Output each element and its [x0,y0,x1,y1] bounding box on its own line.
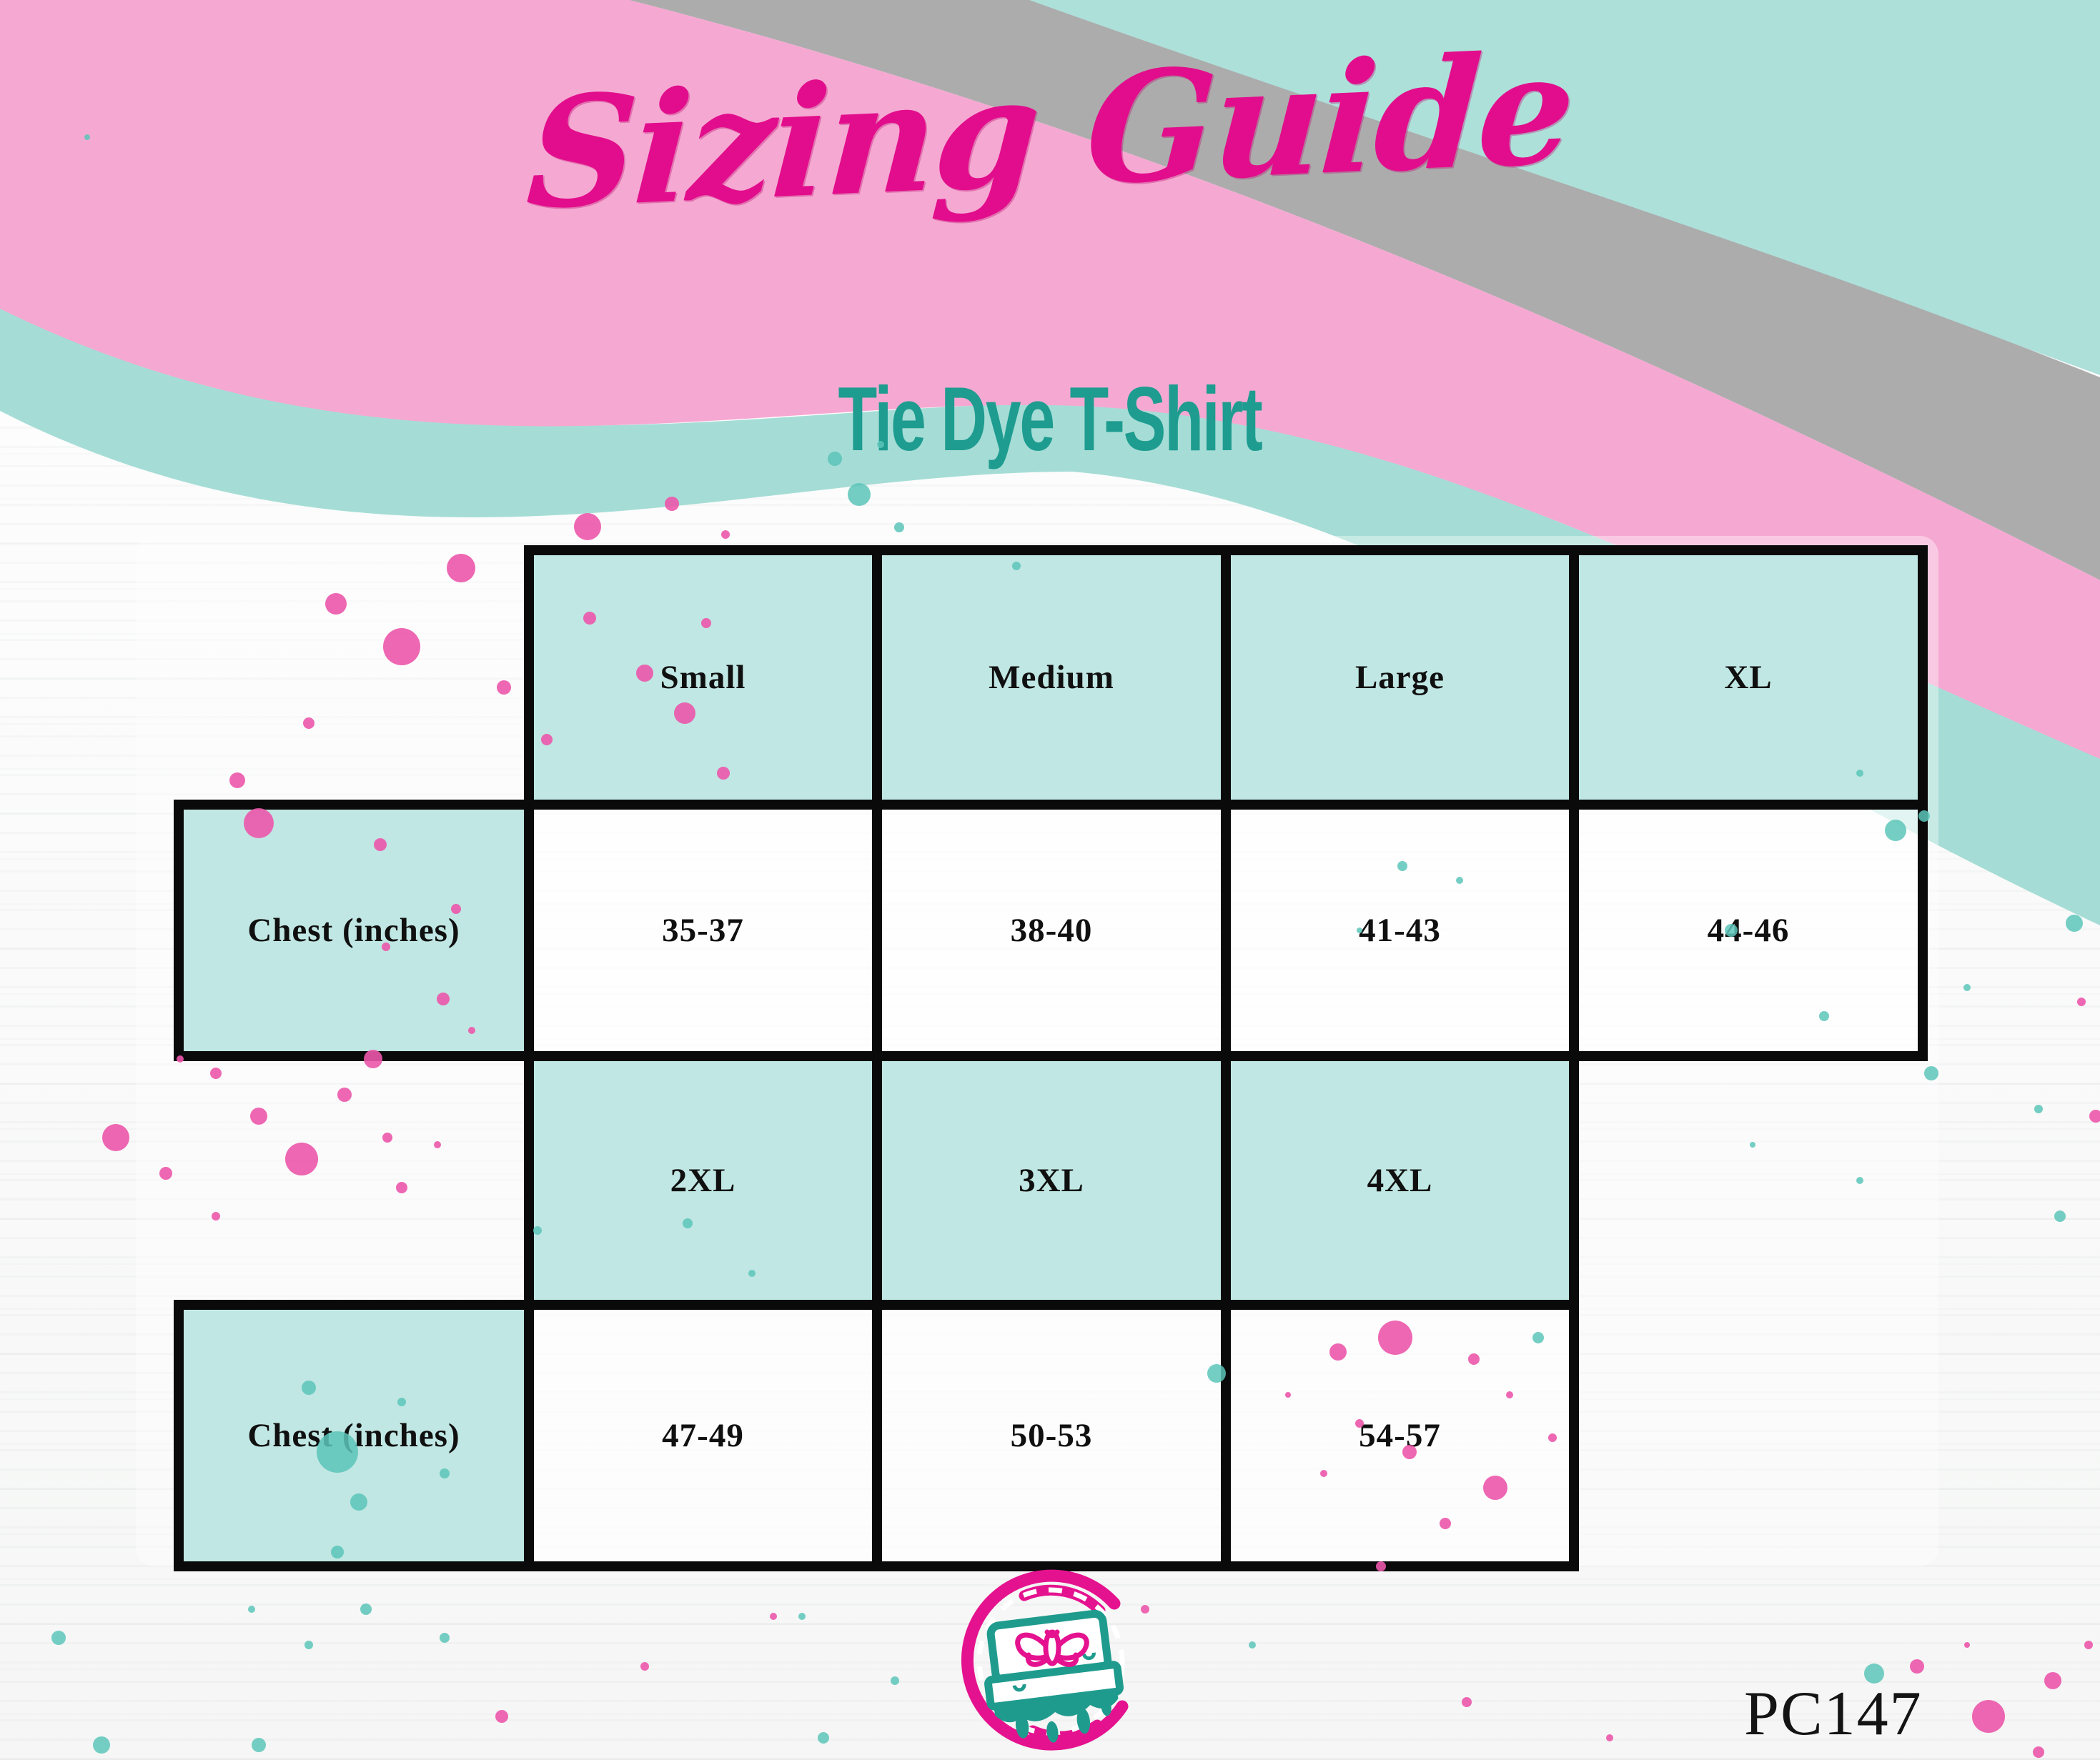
chest-value-3xl: 50-53 [872,1300,1231,1571]
size-header-4xl: 4XL [1221,1051,1579,1310]
size-header-2xl: 2XL [524,1051,882,1310]
size-header-xl: XL [1569,545,1928,810]
chest-value-4xl: 54-57 [1221,1300,1579,1571]
row-label-chest-2: Chest (inches) [174,1300,534,1571]
size-header-medium: Medium [872,545,1231,810]
product-code: PC147 [1744,1679,1923,1749]
squeegee-icon [984,1609,1124,1743]
size-header-large: Large [1221,545,1579,810]
chest-value-xl: 44-46 [1569,800,1928,1061]
product-subtitle: Tie Dye T-Shirt [838,368,1263,471]
size-header-3xl: 3XL [872,1051,1231,1310]
page-title: Sizing Guide [522,19,1578,244]
brand-logo [961,1569,1129,1751]
title-area: Sizing Guide [0,19,2100,244]
row-label-chest-1: Chest (inches) [174,800,534,1061]
chest-value-medium: 38-40 [872,800,1231,1061]
butterfly-monogram [1015,1629,1089,1667]
chest-value-2xl: 47-49 [524,1300,882,1571]
chest-value-large: 41-43 [1221,800,1579,1061]
subtitle-area: Tie Dye T-Shirt [0,368,2100,471]
chest-value-small: 35-37 [524,800,882,1061]
size-header-small: Small [524,545,882,810]
